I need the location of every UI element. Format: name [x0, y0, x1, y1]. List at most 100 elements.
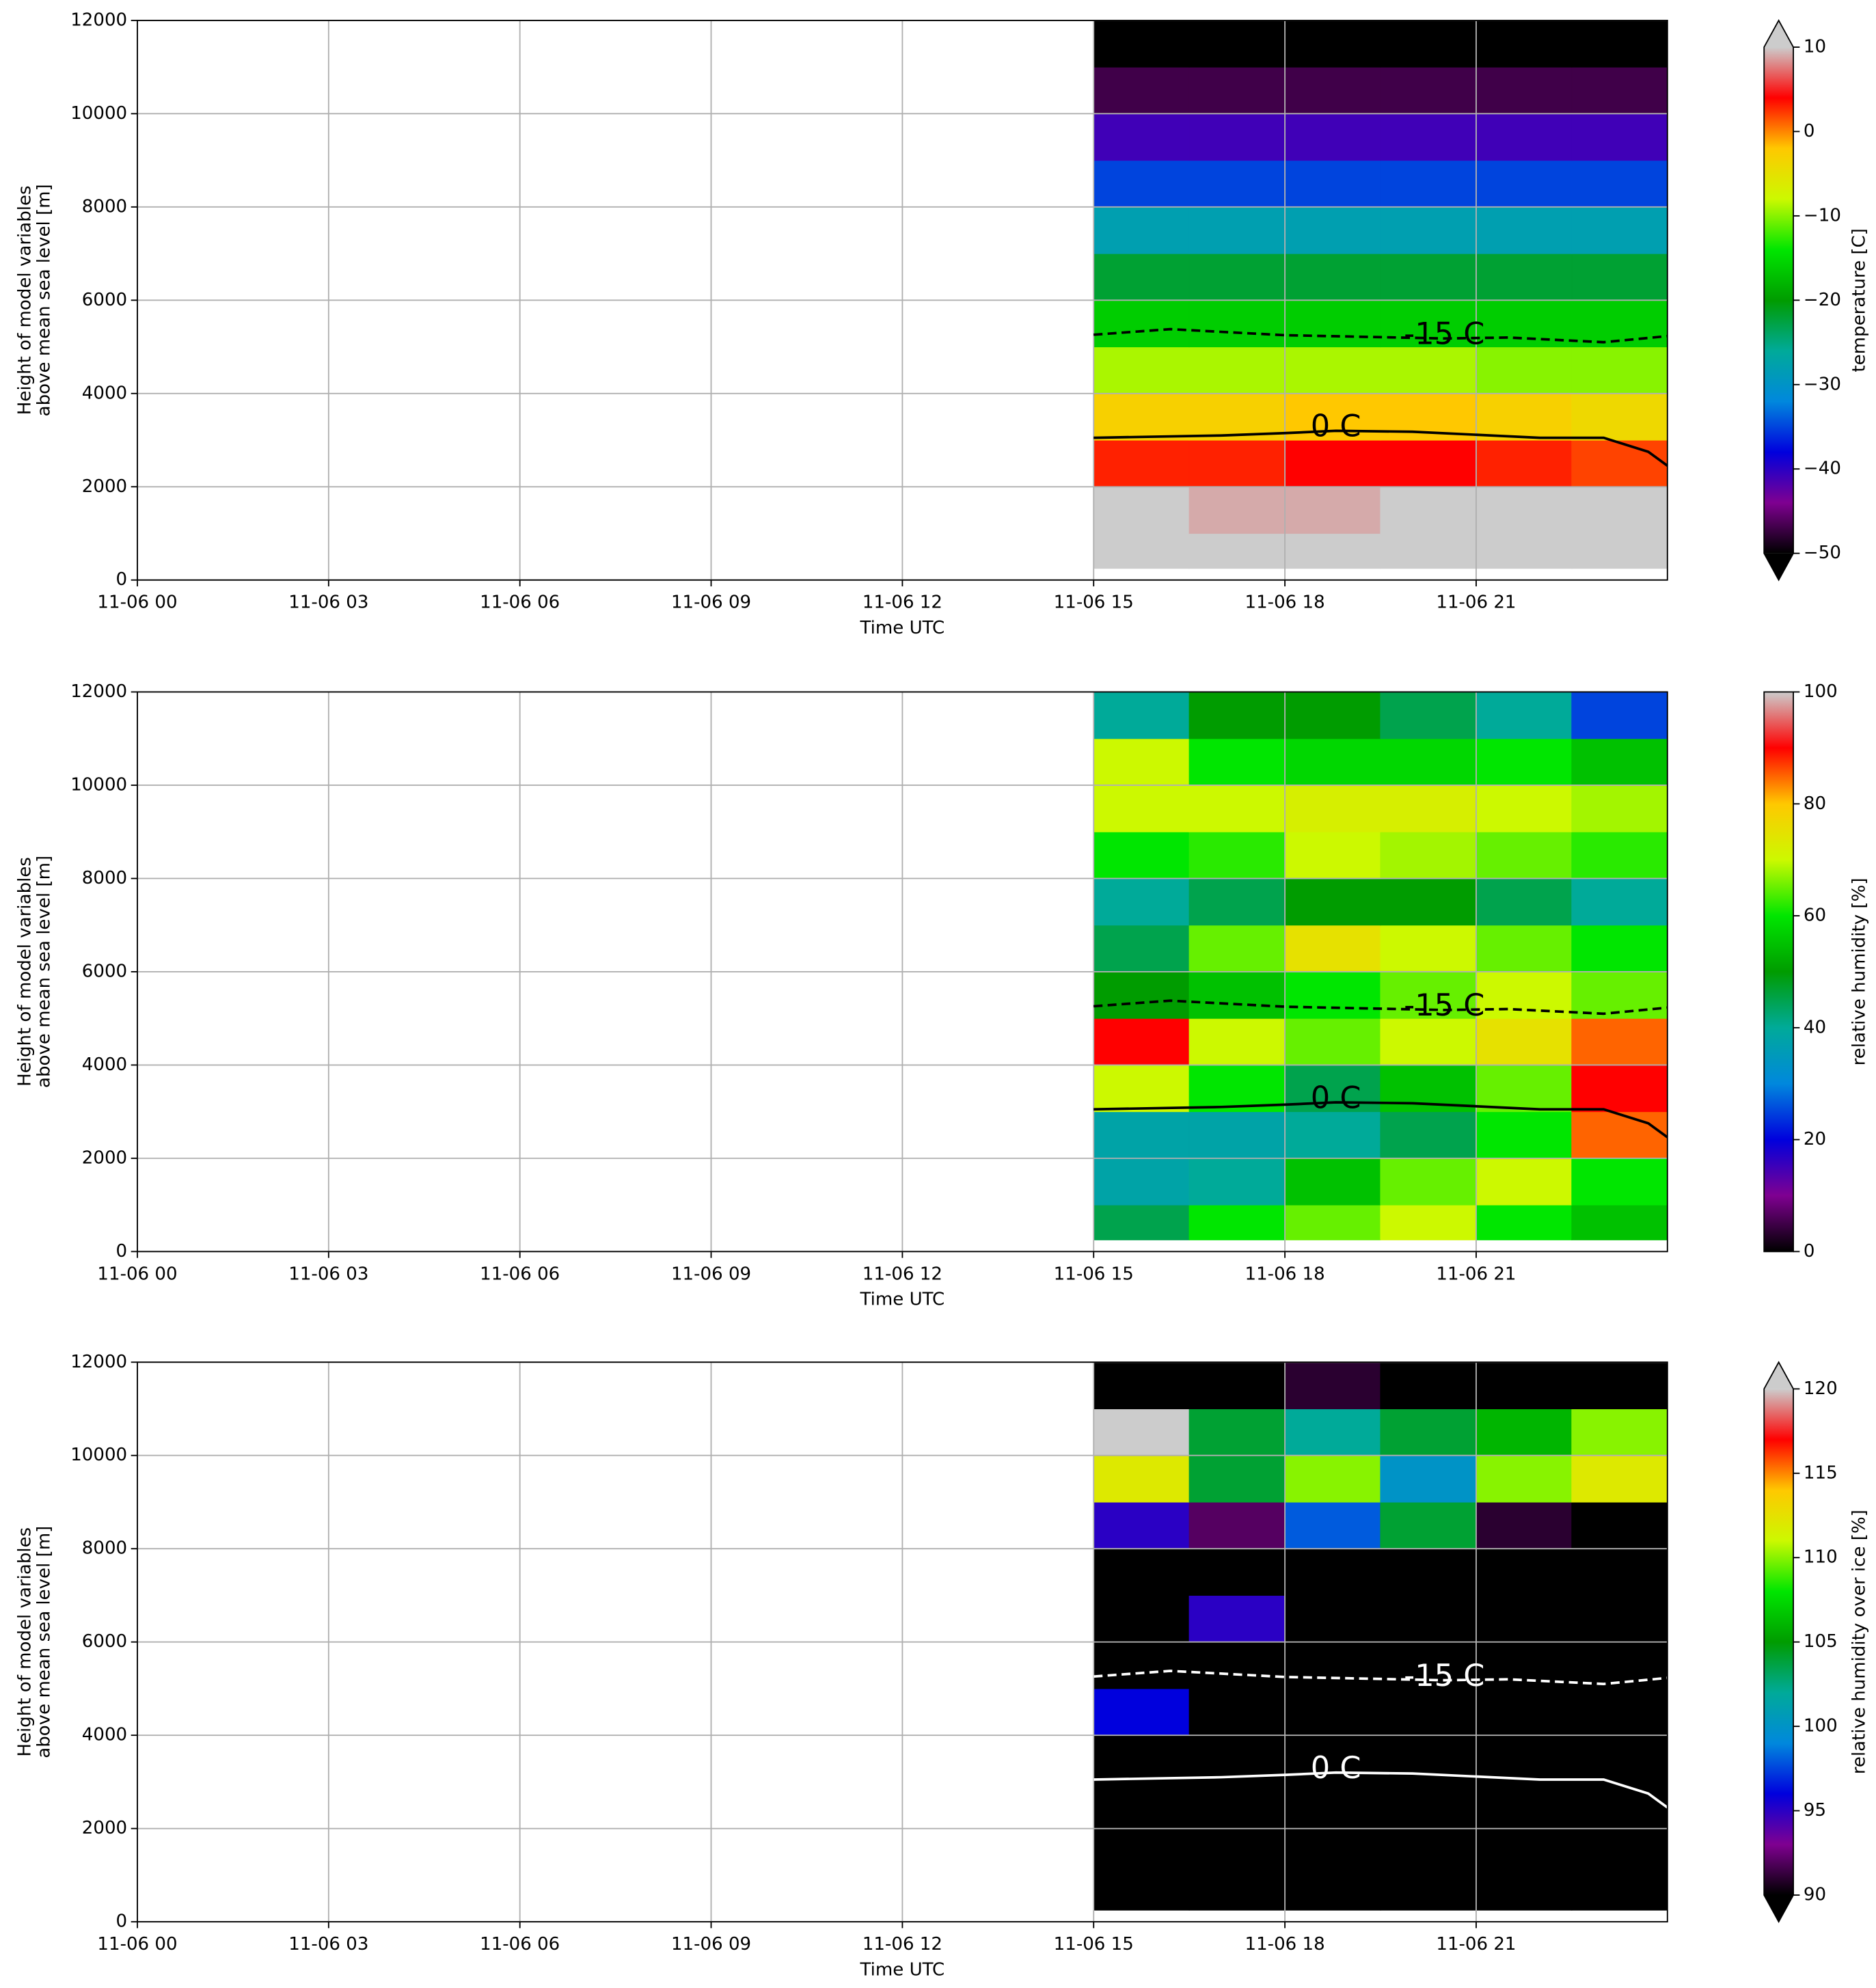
- contour-line: [1093, 1771, 1668, 1809]
- heatmap-cell: [1284, 253, 1381, 301]
- heatmap-cell: [1093, 831, 1190, 880]
- heatmap-cell: [1284, 691, 1381, 739]
- heatmap-cell: [1093, 1111, 1190, 1159]
- x-tick-label: 11-06 21: [1436, 1264, 1516, 1284]
- colorbar-tick-label: 105: [1804, 1631, 1838, 1652]
- heatmap-cell: [1571, 439, 1668, 487]
- heatmap-cell: [1571, 1642, 1668, 1689]
- heatmap-cell: [1093, 206, 1190, 254]
- colorbar-tick-label: 120: [1804, 1378, 1838, 1399]
- contour-label: 0 C: [1311, 1080, 1361, 1115]
- heatmap-cell: [1571, 1501, 1668, 1549]
- heatmap-cell: [1188, 532, 1286, 569]
- heatmap-cell: [1476, 1064, 1573, 1113]
- heatmap-cell: [1476, 1158, 1573, 1206]
- axes-frame: [137, 1361, 1668, 1923]
- heatmap-cell: [1476, 1018, 1573, 1065]
- heatmap-cell: [1188, 1501, 1286, 1549]
- y-tick-label: 6000: [82, 961, 127, 981]
- heatmap-cell: [1476, 346, 1573, 394]
- heatmap-cell: [1093, 486, 1190, 534]
- heatmap-cell: [1284, 1111, 1381, 1159]
- heatmap-cell: [1188, 925, 1286, 972]
- heatmap-cell: [1476, 738, 1573, 786]
- heatmap-cell: [1284, 1408, 1381, 1456]
- colorbar-over: [1764, 1362, 1794, 1389]
- heatmap-cell: [1188, 877, 1286, 926]
- y-axis-label: above mean sea level [m]: [34, 856, 55, 1088]
- y-axis-label: Height of model variables: [15, 1527, 36, 1757]
- heatmap-cell: [1476, 1875, 1573, 1911]
- heatmap-cell: [1476, 253, 1573, 301]
- heatmap-cell: [1380, 1018, 1477, 1065]
- heatmap-cell: [1188, 1204, 1286, 1240]
- heatmap-cell: [1476, 20, 1573, 68]
- y-tick-label: 0: [116, 569, 128, 590]
- heatmap-cell: [1476, 1204, 1573, 1240]
- heatmap-cell: [1093, 1875, 1190, 1911]
- x-tick-label: 11-06 03: [288, 593, 368, 613]
- y-tick-label: 2000: [82, 476, 127, 497]
- heatmap-cell: [1571, 877, 1668, 926]
- heatmap-cell: [1571, 1361, 1668, 1410]
- heatmap-cell: [1093, 160, 1190, 208]
- heatmap-cell: [1571, 206, 1668, 254]
- heatmap-cell: [1093, 1734, 1190, 1782]
- y-tick-label: 10000: [70, 1445, 127, 1465]
- heatmap-cell: [1093, 1501, 1190, 1549]
- contour-line: [1093, 429, 1668, 467]
- heatmap-cell: [1188, 1548, 1286, 1596]
- heatmap-cell: [1093, 253, 1190, 301]
- heatmap-cell: [1571, 1875, 1668, 1911]
- heatmap-cell: [1093, 925, 1190, 972]
- y-tick-label: 12000: [70, 10, 127, 30]
- colorbar-under: [1764, 553, 1794, 580]
- x-tick-label: 11-06 00: [97, 593, 177, 613]
- x-tick-label: 11-06 00: [97, 1934, 177, 1955]
- heatmap-cell: [1380, 1501, 1477, 1549]
- heatmap-cell: [1571, 253, 1668, 301]
- heatmap-cell: [1571, 1158, 1668, 1206]
- x-tick-label: 11-06 15: [1054, 593, 1134, 613]
- colorbar-tick-label: 100: [1804, 681, 1838, 702]
- heatmap-cell: [1380, 738, 1477, 786]
- heatmap-cell: [1284, 1828, 1381, 1876]
- heatmap-cell: [1380, 1781, 1477, 1829]
- heatmap-cell: [1093, 971, 1190, 1019]
- x-axis-label: Time UTC: [860, 1959, 945, 1980]
- x-axis-label: Time UTC: [860, 618, 945, 638]
- heatmap-cell: [1284, 971, 1381, 1019]
- colorbar-label: relative humidity over ice [%]: [1849, 1510, 1869, 1774]
- heatmap-cell: [1188, 1875, 1286, 1911]
- heatmap-cell: [1380, 877, 1477, 926]
- contour-label: -15 C: [1404, 316, 1484, 352]
- heatmap-cell: [1380, 253, 1477, 301]
- colorbar: [1764, 1389, 1794, 1896]
- x-axis-label: Time UTC: [860, 1290, 945, 1310]
- heatmap-cell: [1476, 1594, 1573, 1643]
- heatmap-cell: [1284, 1781, 1381, 1829]
- y-tick-label: 6000: [82, 290, 127, 310]
- heatmap-cell: [1284, 738, 1381, 786]
- x-tick-label: 11-06 15: [1054, 1264, 1134, 1284]
- y-tick-label: 4000: [82, 1054, 127, 1075]
- heatmap-cell: [1093, 1688, 1190, 1736]
- y-tick-label: 4000: [82, 383, 127, 403]
- heatmap-cell: [1093, 738, 1190, 786]
- heatmap-cell: [1476, 1111, 1573, 1159]
- heatmap-cell: [1571, 532, 1668, 569]
- heatmap-cell: [1188, 113, 1286, 161]
- heatmap-cell: [1188, 1642, 1286, 1689]
- colorbar-label: relative humidity [%]: [1849, 877, 1869, 1065]
- x-tick-label: 11-06 18: [1245, 593, 1325, 613]
- heatmap-cell: [1476, 1828, 1573, 1876]
- y-tick-label: 8000: [82, 196, 127, 217]
- heatmap-cell: [1571, 925, 1668, 972]
- heatmap-cell: [1476, 1781, 1573, 1829]
- colorbar-tick-label: 90: [1804, 1885, 1826, 1905]
- heatmap-cell: [1476, 785, 1573, 832]
- heatmap-cell: [1571, 66, 1668, 114]
- heatmap-cell: [1380, 113, 1477, 161]
- x-tick-label: 11-06 12: [862, 1934, 942, 1955]
- heatmap-cell: [1571, 691, 1668, 739]
